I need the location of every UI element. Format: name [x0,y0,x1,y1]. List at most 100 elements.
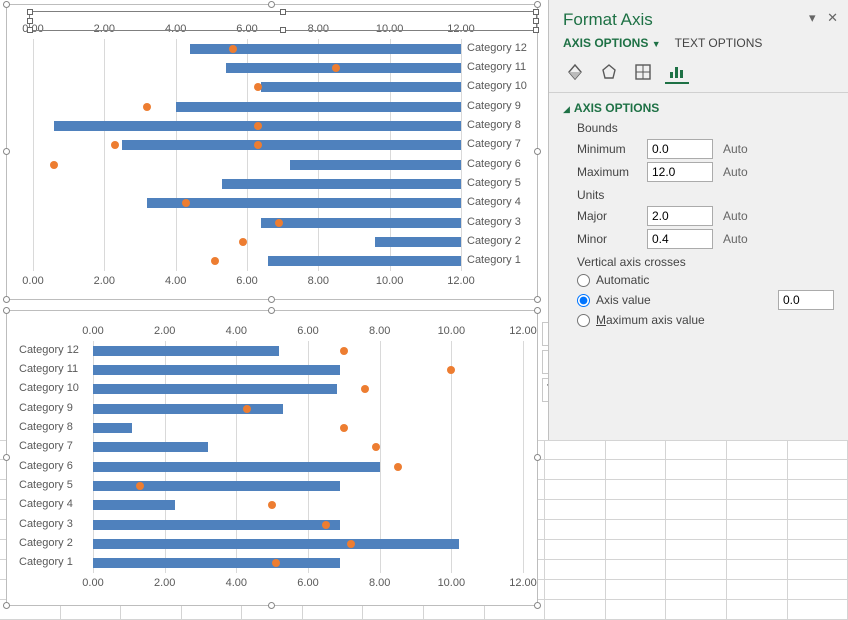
minimum-auto-button[interactable]: Auto [723,142,748,156]
axis-tick-label: 2.00 [94,275,115,287]
bar[interactable] [93,462,380,472]
category-label: Category 3 [467,216,521,228]
tab-text-options[interactable]: TEXT OPTIONS [675,36,763,50]
axis-tick-label: 4.00 [165,275,186,287]
axis-tick-label: 4.00 [226,577,247,589]
data-point-marker[interactable] [275,219,283,227]
axis-tick-label: 6.00 [236,275,257,287]
chart2-plot: 0.002.004.006.008.0010.0012.000.002.004.… [7,311,537,605]
bar[interactable] [93,423,132,433]
data-point-marker[interactable] [136,482,144,490]
data-point-marker[interactable] [182,199,190,207]
bar[interactable] [122,140,461,150]
category-label: Category 9 [467,100,521,112]
axis-tick-label: 12.00 [447,275,475,287]
axis-tick-label: 10.00 [438,325,466,337]
data-point-marker[interactable] [272,559,280,567]
bar[interactable] [375,237,461,247]
data-point-marker[interactable] [243,405,251,413]
bar[interactable] [176,102,461,112]
vac-axis-value-radio[interactable]: Axis value [577,290,834,310]
data-point-marker[interactable] [254,141,262,149]
data-point-marker[interactable] [347,540,355,548]
bar[interactable] [261,218,461,228]
chart-object-1[interactable]: 0.002.004.006.008.0010.0012.000.002.004.… [6,4,538,300]
data-point-marker[interactable] [332,64,340,72]
bar[interactable] [93,520,340,530]
maximum-input[interactable] [647,162,713,182]
bar[interactable] [93,539,459,549]
major-label: Major [577,209,637,223]
data-point-marker[interactable] [340,424,348,432]
bar[interactable] [93,481,340,491]
axis-tick-label: 10.00 [438,577,466,589]
category-label: Category 1 [467,254,521,266]
pane-title: Format Axis [563,10,834,30]
data-point-marker[interactable] [340,347,348,355]
chart-object-2[interactable]: 0.002.004.006.008.0010.0012.000.002.004.… [6,310,538,606]
bar[interactable] [93,500,175,510]
section-header-axis-options[interactable]: ◢AXIS OPTIONS [563,101,834,115]
data-point-marker[interactable] [50,161,58,169]
vac-axis-value-label: Axis value [596,293,651,307]
category-label: Category 5 [467,177,521,189]
data-point-marker[interactable] [361,385,369,393]
bounds-label: Bounds [577,121,834,135]
vac-maximum-radio[interactable]: Maximum axis value [577,313,834,327]
data-point-marker[interactable] [229,45,237,53]
axis-tick-label: 0.00 [22,275,43,287]
bar[interactable] [261,82,461,92]
fill-line-icon[interactable] [563,60,587,84]
vac-maximum-label: Maximum axis value [596,313,705,327]
bar[interactable] [93,384,337,394]
data-point-marker[interactable] [447,366,455,374]
pane-options-icon[interactable]: ▾ [809,10,816,25]
data-point-marker[interactable] [372,443,380,451]
axis-tick-label: 6.00 [297,577,318,589]
data-point-marker[interactable] [268,501,276,509]
data-point-marker[interactable] [211,257,219,265]
effects-icon[interactable] [597,60,621,84]
tab-axis-options[interactable]: AXIS OPTIONS ▼ [563,36,661,50]
bar[interactable] [147,198,461,208]
data-point-marker[interactable] [254,122,262,130]
axis-options-icon[interactable] [665,60,689,84]
minimum-label: Minimum [577,142,637,156]
category-label: Category 7 [467,138,521,150]
major-auto-button[interactable]: Auto [723,209,748,223]
vac-automatic-label: Automatic [596,273,649,287]
vac-axis-value-input[interactable] [778,290,834,310]
close-icon[interactable]: ✕ [827,10,838,25]
data-point-marker[interactable] [111,141,119,149]
size-properties-icon[interactable] [631,60,655,84]
data-point-marker[interactable] [239,238,247,246]
bar[interactable] [93,346,279,356]
data-point-marker[interactable] [394,463,402,471]
maximum-auto-button[interactable]: Auto [723,165,748,179]
minor-label: Minor [577,232,637,246]
category-label: Category 10 [19,382,79,394]
bar[interactable] [93,558,340,568]
major-input[interactable] [647,206,713,226]
bar[interactable] [290,160,461,170]
vac-automatic-radio[interactable]: Automatic [577,273,834,287]
category-label: Category 12 [467,42,527,54]
format-axis-pane: ▾ ✕ Format Axis AXIS OPTIONS ▼ TEXT OPTI… [548,0,848,440]
axis-tick-label: 8.00 [369,325,390,337]
minor-input[interactable] [647,229,713,249]
data-point-marker[interactable] [254,83,262,91]
bar[interactable] [222,179,461,189]
bar[interactable] [268,256,461,266]
minimum-input[interactable] [647,139,713,159]
minor-auto-button[interactable]: Auto [723,232,748,246]
pane-icon-row [549,56,848,93]
axis-selection[interactable] [29,11,537,31]
units-label: Units [577,188,834,202]
bar[interactable] [93,404,283,414]
bar[interactable] [226,63,461,73]
data-point-marker[interactable] [143,103,151,111]
axis-tick-label: 4.00 [226,325,247,337]
bar[interactable] [93,442,208,452]
bar[interactable] [93,365,340,375]
data-point-marker[interactable] [322,521,330,529]
